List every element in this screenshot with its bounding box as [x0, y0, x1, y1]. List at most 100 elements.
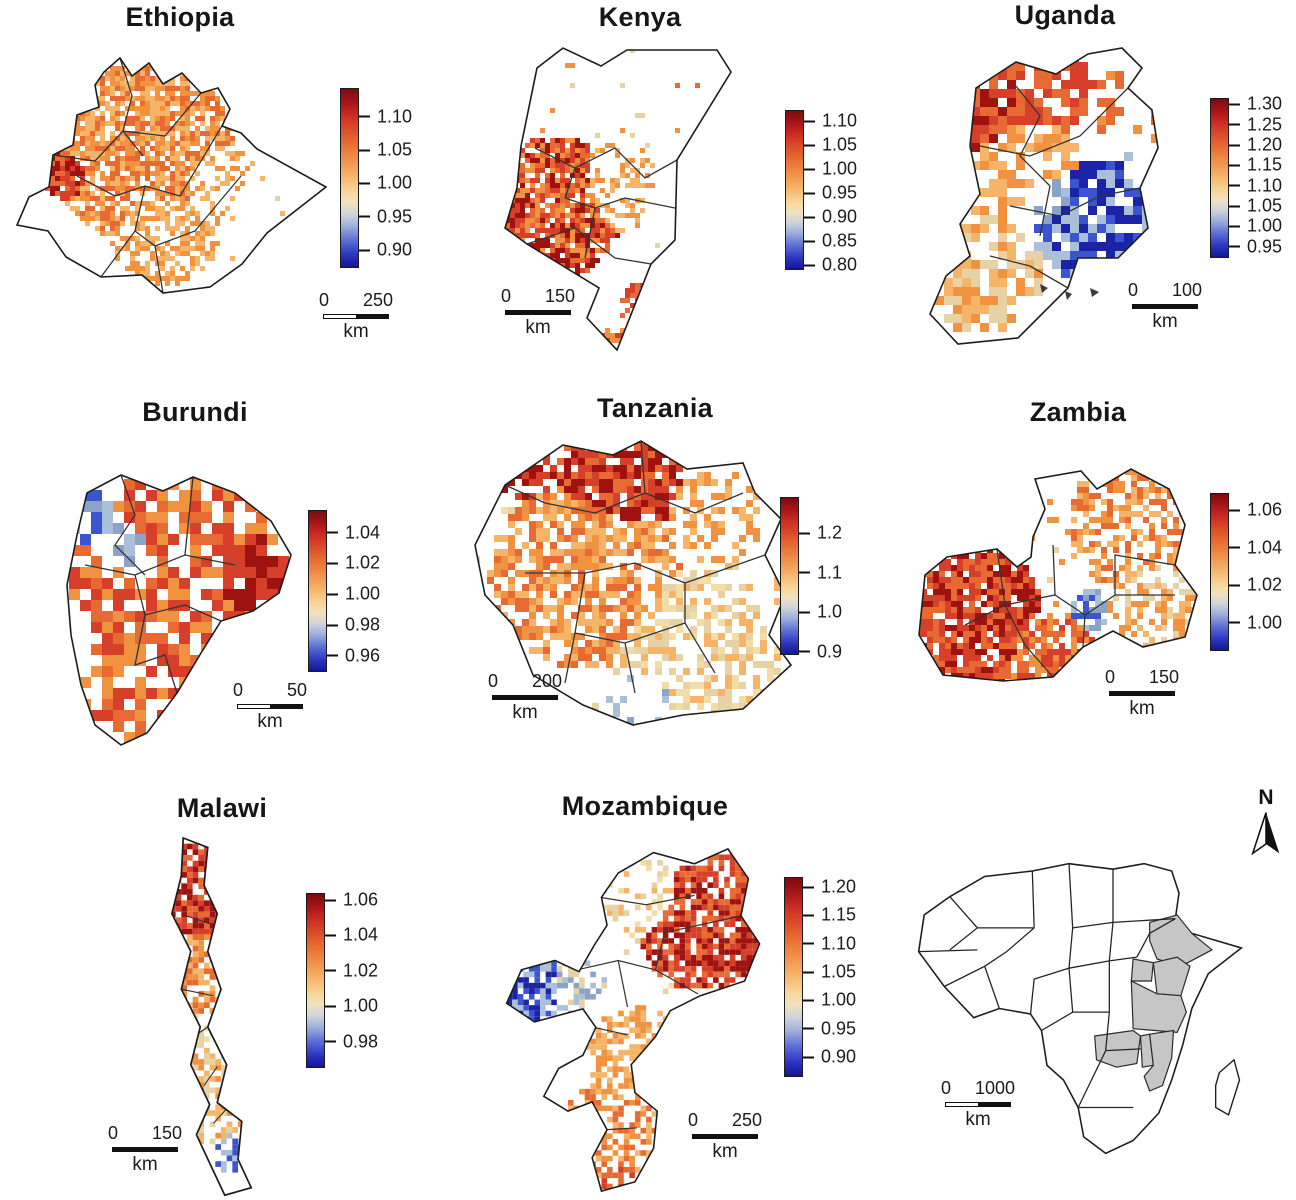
legend-tick: 1.05	[1229, 196, 1282, 217]
lake-islands	[1040, 284, 1099, 300]
country-outline	[918, 468, 1198, 682]
admin-borders	[504, 441, 766, 694]
scale-unit: km	[1152, 311, 1178, 332]
scale-start: 0	[941, 1078, 952, 1098]
legend-tick: 0.95	[1229, 236, 1282, 257]
tanzania-map	[474, 440, 793, 726]
color-scale-legend: 1.10 1.05 1.00 0.95 0.90	[340, 88, 425, 268]
north-arrow: N	[1248, 787, 1284, 858]
legend-tick: 0.85	[804, 231, 857, 252]
colorbar-ticks: 1.30 1.25 1.20 1.15 1.10 1.05 1.00 0.95	[1229, 94, 1295, 258]
country-outline	[474, 440, 793, 726]
scale-start: 0	[488, 671, 499, 691]
legend-tick: 1.02	[327, 553, 380, 574]
scale-bar: 0 1000 km	[938, 1078, 1018, 1131]
admin-borders	[84, 475, 236, 694]
legend-tick: 0.95	[804, 183, 857, 204]
scale-end: 150	[544, 286, 575, 306]
scale-rule	[323, 314, 389, 319]
scale-bar: 0 50 km	[230, 680, 310, 733]
scale-bar: 0 250 km	[316, 290, 396, 343]
panel-title: Zambia	[1029, 397, 1127, 427]
legend-tick: 1.05	[804, 135, 857, 156]
panel-ethiopia: Ethiopia 1.10 1.05 1.00 0.95 0.90 0 250 km	[0, 0, 440, 385]
legend-tick: 1.04	[327, 522, 380, 543]
scale-rule	[1132, 304, 1198, 309]
colorbar-ticks: 1.20 1.15 1.10 1.05 1.00 0.95 0.90	[803, 877, 869, 1077]
country-outline	[170, 836, 253, 1197]
scale-start: 0	[1128, 280, 1139, 300]
panel-title: Uganda	[1014, 0, 1116, 30]
panel-title: Tanzania	[597, 393, 713, 423]
north-label: N	[1258, 786, 1274, 809]
color-scale-legend: 1.30 1.25 1.20 1.15 1.10 1.05 1.00 0.95	[1210, 94, 1295, 258]
colorbar-ticks: 1.06 1.04 1.02 1.00	[1229, 493, 1295, 651]
admin-borders	[979, 85, 1141, 289]
raster-cells	[171, 838, 252, 1173]
country-outline	[15, 56, 328, 294]
scale-bar: 0 200 km	[485, 671, 565, 724]
scale-unit: km	[525, 317, 551, 338]
colorbar	[308, 510, 327, 672]
legend-tick: 0.9	[799, 641, 842, 662]
mozambique-map	[505, 847, 761, 1193]
panel-title: Burundi	[142, 397, 248, 427]
legend-tick: 0.80	[804, 255, 857, 276]
legend-tick: 1.00	[325, 996, 378, 1017]
africa-overview-map	[917, 862, 1244, 1155]
country-borders	[918, 863, 1176, 1109]
scale-unit: km	[512, 702, 538, 723]
colorbar-ticks: 1.04 1.02 1.00 0.98 0.96	[327, 510, 393, 672]
scale-start: 0	[501, 286, 512, 306]
panel-tanzania: Tanzania 1.2 1.1 1.0 0.9 0 200 km	[440, 385, 870, 785]
legend-tick: 1.10	[804, 111, 857, 132]
scale-bar: 0 100 km	[1125, 280, 1205, 333]
colorbar	[1210, 98, 1229, 258]
scale-rule	[1109, 691, 1175, 696]
legend-tick: 0.90	[803, 1047, 856, 1068]
raster-cells	[475, 441, 791, 725]
legend-tick: 1.00	[1229, 612, 1282, 633]
legend-tick: 1.20	[803, 877, 856, 898]
colorbar	[784, 877, 803, 1077]
scale-rule	[112, 1147, 178, 1152]
legend-tick: 1.00	[804, 159, 857, 180]
legend-tick: 0.95	[803, 1018, 856, 1039]
scale-bar: 0 150 km	[105, 1123, 185, 1176]
panel-title: Ethiopia	[125, 2, 235, 32]
legend-tick: 1.15	[1229, 155, 1282, 176]
burundi-map	[66, 474, 292, 746]
scale-unit: km	[132, 1154, 158, 1175]
colorbar	[1210, 493, 1229, 651]
scale-unit: km	[1129, 698, 1155, 719]
country-outline	[505, 847, 761, 1193]
scale-start: 0	[1105, 667, 1116, 687]
legend-tick: 1.06	[325, 890, 378, 911]
colorbar	[306, 893, 325, 1068]
color-scale-legend: 1.10 1.05 1.00 0.95 0.90 0.85 0.80	[785, 110, 870, 275]
admin-borders	[52, 58, 242, 293]
admin-borders	[577, 894, 742, 1131]
scale-end: 250	[731, 1110, 762, 1130]
scale-rule	[505, 310, 571, 315]
north-arrow-icon	[1251, 812, 1280, 856]
malawi-map	[170, 836, 253, 1197]
scale-unit: km	[343, 321, 369, 342]
legend-tick: 1.02	[1229, 575, 1282, 596]
scale-end: 1000	[974, 1078, 1015, 1098]
colorbar	[785, 110, 804, 270]
panel-title: Mozambique	[561, 791, 729, 821]
scale-start: 0	[233, 680, 244, 700]
legend-tick: 1.25	[1229, 114, 1282, 135]
legend-tick: 1.00	[359, 173, 412, 194]
legend-tick: 1.04	[1229, 537, 1282, 558]
country-outline	[929, 47, 1159, 345]
scale-end: 200	[531, 671, 562, 691]
legend-tick: 0.90	[359, 240, 412, 261]
panel-malawi: Malawi 1.06 1.04 1.02 1.00 0.98 0 150 km	[0, 785, 440, 1200]
panel-title: Kenya	[598, 2, 682, 32]
legend-tick: 0.96	[327, 645, 380, 666]
panel-mozambique: Mozambique 1.20 1.15 1.10 1.05 1.00 0.95 0.90 …	[440, 785, 870, 1200]
colorbar	[780, 497, 799, 655]
color-scale-legend: 1.2 1.1 1.0 0.9	[780, 497, 865, 661]
